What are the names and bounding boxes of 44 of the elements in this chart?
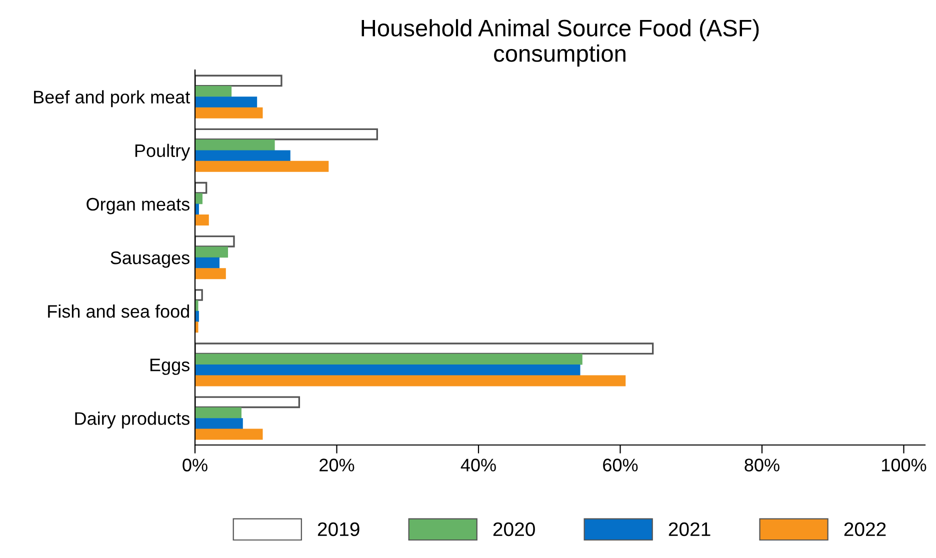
y-tick-label: Beef and pork meat bbox=[34, 90, 190, 108]
bar bbox=[195, 268, 226, 280]
bar bbox=[195, 236, 235, 248]
y-tick-label: Sausages bbox=[110, 251, 190, 268]
bar bbox=[195, 193, 203, 204]
legend-label: 2019 bbox=[318, 522, 360, 536]
y-tick-label: Poultry bbox=[135, 144, 190, 161]
bar bbox=[195, 300, 198, 312]
bar bbox=[195, 246, 228, 258]
bar bbox=[195, 342, 654, 354]
x-tick-label: 20% bbox=[320, 458, 354, 472]
y-tick-label: Eggs bbox=[150, 358, 190, 375]
bar bbox=[195, 214, 209, 226]
bar bbox=[195, 139, 275, 151]
bar bbox=[195, 322, 198, 333]
bar bbox=[195, 364, 580, 376]
bar bbox=[195, 354, 582, 365]
bar bbox=[195, 396, 300, 408]
x-tick-label: 100% bbox=[882, 458, 926, 472]
bar bbox=[195, 128, 378, 140]
bar bbox=[195, 96, 258, 108]
y-tick-label: Fish and sea food bbox=[48, 304, 189, 318]
x-tick-label: 40% bbox=[460, 458, 496, 472]
x-tick-label: 80% bbox=[744, 458, 780, 472]
bar bbox=[195, 428, 263, 440]
x-tick-label: 60% bbox=[603, 458, 638, 472]
y-tick-label: Dairy products bbox=[75, 412, 190, 429]
y-tick-label: Organ meats bbox=[86, 198, 190, 214]
chart-title: Household Animal Source Food (ASF) consumption bbox=[362, 19, 759, 67]
bar bbox=[195, 257, 220, 268]
bar bbox=[195, 150, 290, 162]
bar bbox=[195, 407, 242, 418]
legend-label: 2022 bbox=[844, 522, 886, 536]
bar bbox=[195, 418, 243, 430]
bar bbox=[195, 86, 232, 97]
bar bbox=[195, 182, 208, 194]
bar bbox=[195, 160, 329, 172]
bar bbox=[195, 107, 263, 118]
x-tick-label: 0% bbox=[182, 458, 208, 472]
legend-label: 2021 bbox=[668, 522, 710, 536]
bar bbox=[195, 375, 626, 386]
legend-label: 2020 bbox=[493, 522, 535, 536]
bar bbox=[195, 74, 282, 87]
bar bbox=[195, 289, 203, 301]
